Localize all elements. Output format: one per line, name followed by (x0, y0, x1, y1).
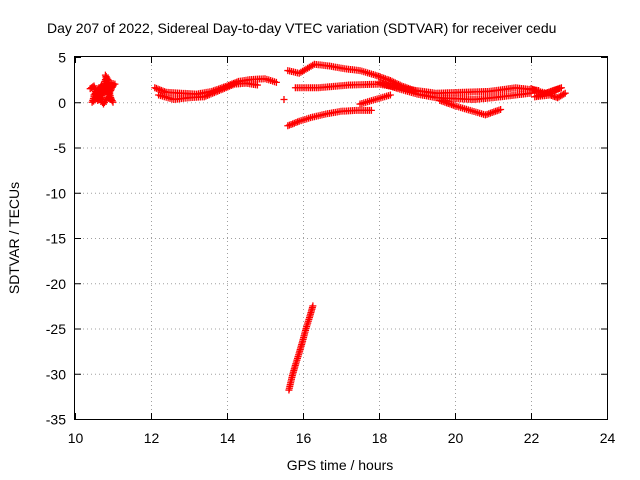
x-tick-label: 12 (144, 430, 160, 446)
data-point (272, 78, 280, 86)
data-point (280, 96, 288, 104)
data-point (106, 92, 114, 100)
series-track_rise (284, 106, 375, 130)
x-tick-label: 10 (68, 430, 84, 446)
data-point (105, 90, 113, 98)
data-point (108, 97, 116, 105)
series-cluster_22_23 (527, 84, 569, 102)
axis-ticks: 10 12 14 16 18 20 22 24 5 0 -5 -10 -15 -20 -25 -30 -35 (46, 50, 616, 447)
data-point (309, 302, 317, 310)
y-tick-label: -5 (54, 140, 67, 156)
y-tick-label: -30 (46, 366, 66, 382)
y-tick-label: -10 (46, 185, 66, 201)
data-point (109, 98, 117, 106)
data-point (103, 87, 111, 95)
y-tick-label: 5 (58, 50, 66, 66)
data-point (391, 79, 399, 87)
data-point (367, 106, 375, 114)
x-tick-label: 16 (296, 430, 312, 446)
x-tick-label: 22 (524, 430, 540, 446)
data-point (386, 91, 394, 99)
grid (75, 57, 607, 419)
chart-title: Day 207 of 2022, Sidereal Day-to-day VTE… (47, 20, 556, 36)
data-point (107, 95, 115, 103)
y-axis-label: SDTVAR / TECUs (6, 182, 22, 294)
y-tick-label: -20 (46, 276, 66, 292)
x-tick-label: 14 (220, 430, 236, 446)
x-axis-label: GPS time / hours (287, 457, 394, 473)
x-tick-label: 24 (600, 430, 616, 446)
y-tick-label: -15 (46, 231, 66, 247)
series-track_19_21_dip (436, 96, 505, 119)
data-points (86, 60, 569, 394)
series-steep_drop (285, 302, 317, 394)
y-tick-label: -35 (46, 412, 66, 428)
y-tick-label: 0 (58, 95, 66, 111)
data-point (107, 94, 115, 102)
x-tick-label: 18 (372, 430, 388, 446)
data-point (560, 90, 568, 98)
data-point (253, 81, 261, 89)
x-tick-label: 20 (448, 430, 464, 446)
series-isolated (280, 91, 394, 108)
y-tick-label: -25 (46, 321, 66, 337)
series-track_16_19a (284, 60, 421, 95)
series-track_12_16b (155, 79, 261, 104)
data-point (561, 89, 569, 97)
data-point (497, 105, 505, 113)
series-cluster_10.5h (86, 71, 119, 108)
plot-frame (74, 56, 608, 420)
series-track_19_22 (375, 78, 535, 104)
data-point (104, 89, 112, 97)
